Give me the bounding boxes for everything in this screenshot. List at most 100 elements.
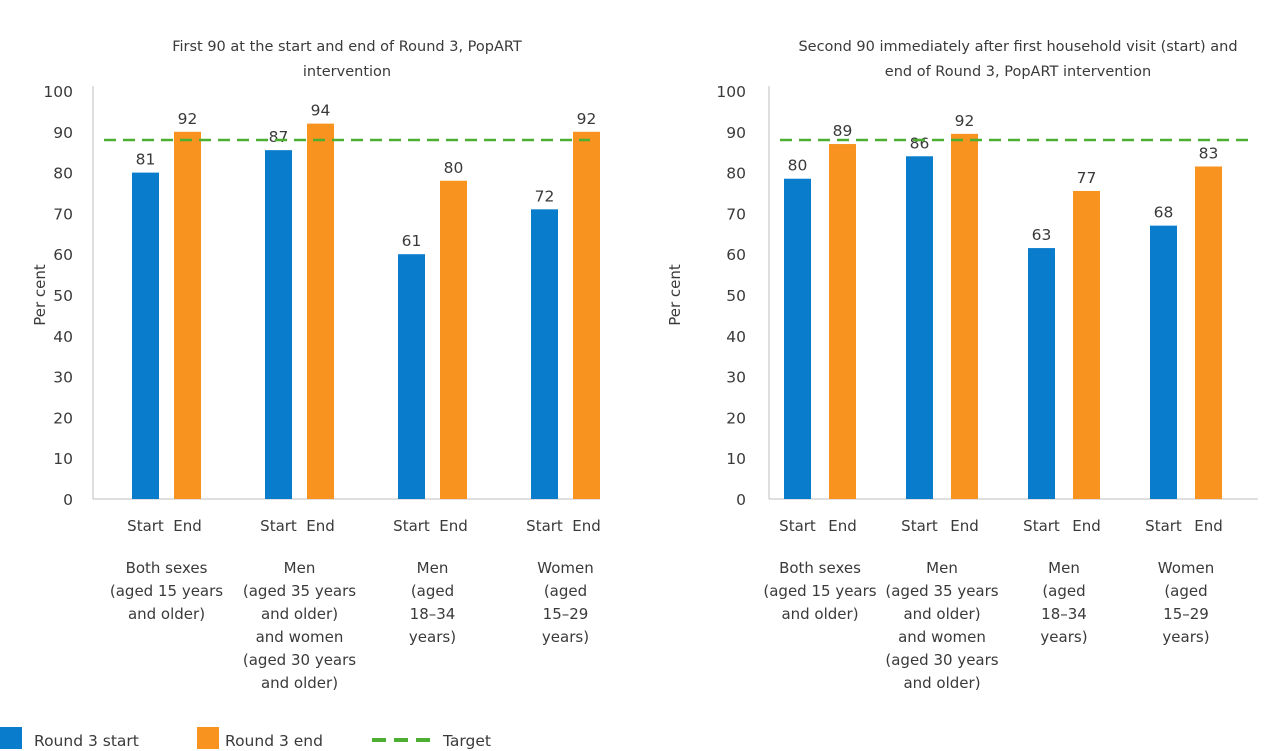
data-label: 77 — [1077, 169, 1097, 187]
bar-end — [1195, 166, 1222, 500]
bar-start — [784, 178, 811, 499]
data-label: 92 — [577, 110, 597, 128]
x-group-label: Women — [537, 559, 593, 577]
bar-end — [573, 131, 600, 500]
data-label: 81 — [136, 151, 156, 169]
x-group-label: (aged — [1164, 582, 1207, 600]
bar-end — [951, 133, 978, 499]
y-tick-label: 50 — [53, 287, 73, 305]
y-tick-label: 20 — [53, 409, 73, 427]
bar-end — [1073, 190, 1100, 499]
y-tick-label: 90 — [53, 124, 73, 142]
chart-title-line: Second 90 immediately after first househ… — [798, 39, 1237, 55]
x-group-label: and older) — [261, 674, 338, 692]
bar-end — [307, 123, 334, 499]
x-sub-label: Start — [393, 517, 430, 535]
x-sub-label: End — [1194, 517, 1223, 535]
x-group-label: (aged 35 years — [885, 582, 998, 600]
x-group-label: 18–34 — [1041, 605, 1087, 623]
x-sub-label: End — [306, 517, 335, 535]
x-group-label: 15–29 — [543, 605, 589, 623]
data-label: 94 — [311, 102, 331, 120]
x-group-label: and older) — [903, 605, 980, 623]
y-tick-label: 40 — [726, 328, 746, 346]
x-group-label: Both sexes — [779, 559, 861, 577]
data-label: 87 — [269, 128, 289, 146]
x-group-label: and older) — [261, 605, 338, 623]
x-group-label: years) — [409, 628, 456, 646]
x-sub-label: End — [950, 517, 979, 535]
data-label: 63 — [1032, 226, 1052, 244]
x-sub-label: End — [439, 517, 468, 535]
bar-end — [829, 144, 856, 500]
legend-swatch-end — [197, 727, 219, 749]
x-group-label: (aged 30 years — [243, 651, 356, 669]
data-label: 92 — [955, 112, 975, 130]
y-axis-label: Per cent — [666, 264, 684, 326]
x-group-label: and older) — [128, 605, 205, 623]
x-sub-label: Start — [260, 517, 297, 535]
y-tick-label: 10 — [726, 450, 746, 468]
y-tick-label: 30 — [53, 369, 73, 387]
bar-end — [440, 180, 467, 499]
chart-title-line: end of Round 3, PopART intervention — [885, 64, 1151, 80]
data-label: 80 — [788, 157, 808, 175]
y-tick-label: 60 — [53, 246, 73, 264]
legend-swatch-start — [0, 727, 22, 749]
data-label: 68 — [1154, 204, 1174, 222]
y-tick-label: 0 — [736, 491, 746, 509]
bar-start — [1028, 248, 1055, 499]
y-tick-label: 30 — [726, 369, 746, 387]
chart-title-0: First 90 at the start and end of Round 3… — [172, 39, 522, 80]
x-group-label: (aged 15 years — [763, 582, 876, 600]
y-tick-label: 40 — [53, 328, 73, 346]
x-sub-label: Start — [526, 517, 563, 535]
chart-title-line: intervention — [303, 64, 391, 80]
x-group-label: and older) — [903, 674, 980, 692]
x-sub-label: Start — [1145, 517, 1182, 535]
x-group-label: and women — [256, 628, 344, 646]
y-tick-label: 70 — [53, 205, 73, 223]
x-sub-label: Start — [1023, 517, 1060, 535]
data-label: 61 — [402, 232, 422, 250]
x-group-label: years) — [1162, 628, 1209, 646]
chart-title-line: First 90 at the start and end of Round 3… — [172, 39, 522, 55]
data-label: 83 — [1199, 144, 1219, 162]
x-group-label: years) — [542, 628, 589, 646]
chart-title-1: Second 90 immediately after first househ… — [798, 39, 1237, 80]
x-sub-label: End — [572, 517, 601, 535]
x-sub-label: Start — [901, 517, 938, 535]
x-group-label: 15–29 — [1163, 605, 1209, 623]
x-group-label: (aged 35 years — [243, 582, 356, 600]
y-tick-label: 50 — [726, 287, 746, 305]
x-group-label: (aged — [1042, 582, 1085, 600]
x-group-label: Men — [926, 559, 958, 577]
legend-label: Round 3 end — [225, 732, 323, 750]
bar-start — [132, 172, 159, 499]
data-label: 89 — [833, 122, 853, 140]
x-sub-label: End — [1072, 517, 1101, 535]
y-tick-label: 60 — [726, 246, 746, 264]
x-group-label: Men — [417, 559, 449, 577]
y-tick-label: 70 — [726, 205, 746, 223]
x-group-label: (aged — [544, 582, 587, 600]
data-label: 92 — [178, 110, 198, 128]
y-tick-label: 100 — [43, 83, 73, 101]
y-tick-label: 80 — [53, 165, 73, 183]
bar-start — [906, 156, 933, 499]
bar-start — [398, 254, 425, 499]
x-group-label: (aged — [411, 582, 454, 600]
y-tick-label: 10 — [53, 450, 73, 468]
bar-start — [531, 209, 558, 499]
y-tick-label: 80 — [726, 165, 746, 183]
y-tick-label: 0 — [63, 491, 73, 509]
data-label: 80 — [444, 159, 464, 177]
legend-label: Target — [442, 732, 491, 750]
x-sub-label: End — [173, 517, 202, 535]
x-group-label: Men — [284, 559, 316, 577]
x-group-label: and older) — [781, 605, 858, 623]
data-label: 86 — [910, 134, 930, 152]
legend-label: Round 3 start — [34, 732, 139, 750]
x-group-label: Women — [1158, 559, 1214, 577]
